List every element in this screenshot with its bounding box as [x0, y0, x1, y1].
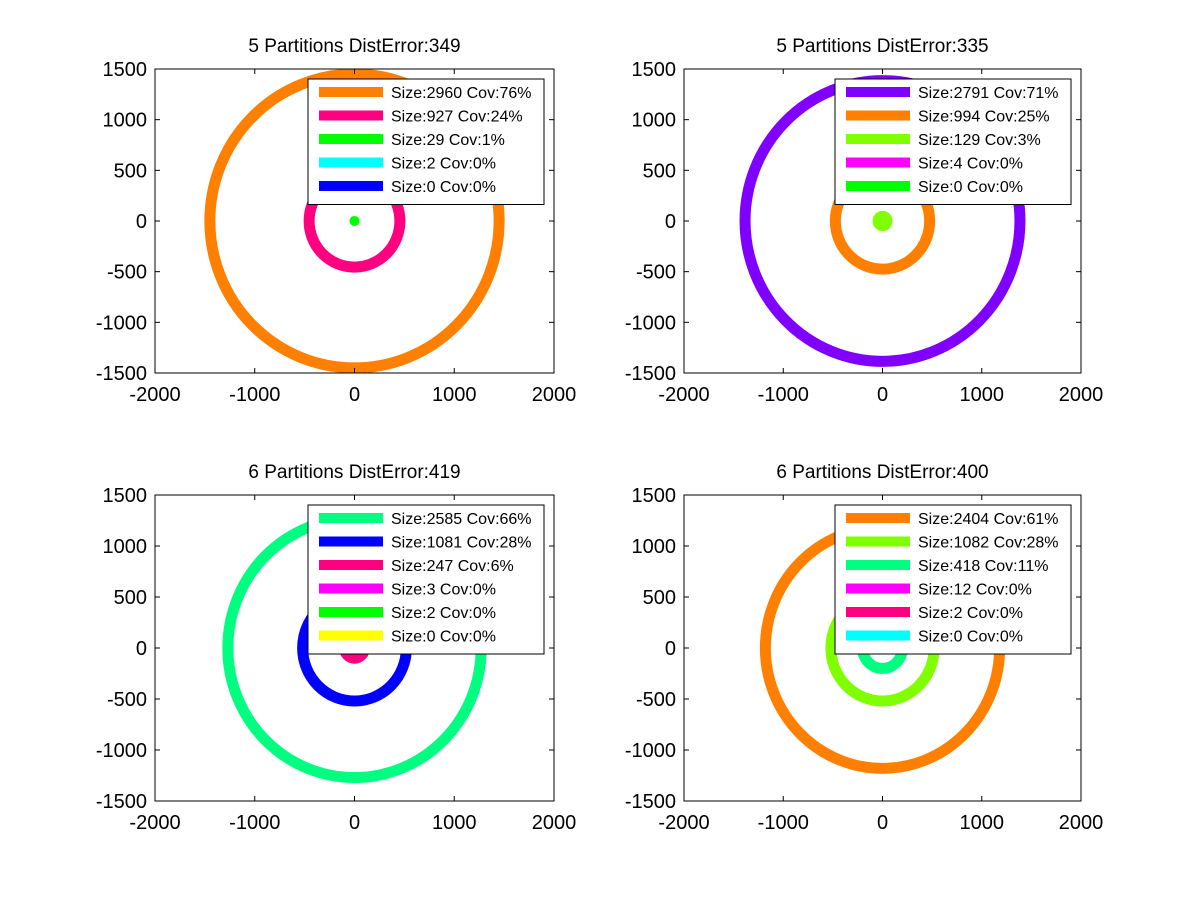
legend-label: Size:418 Cov:11% — [918, 558, 1048, 575]
legend-box — [307, 504, 545, 655]
legend-label: Size:2 Cov:0% — [391, 605, 496, 622]
legend-label: Size:2791 Cov:71% — [918, 85, 1059, 102]
y-tick-label: 0 — [136, 638, 147, 660]
x-tick-label: 2000 — [1059, 384, 1104, 406]
y-tick-label: 1500 — [103, 59, 148, 81]
y-tick-label: 500 — [114, 587, 147, 609]
x-tick-label: 2000 — [1059, 812, 1104, 834]
y-tick-label: -1500 — [625, 791, 676, 813]
x-tick-label: 2000 — [532, 812, 577, 834]
y-tick-label: 1500 — [632, 485, 677, 507]
y-tick-label: 1000 — [632, 110, 677, 132]
x-tick-label: -2000 — [658, 812, 709, 834]
series-ring-1 — [204, 69, 505, 373]
y-tick-label: -500 — [636, 262, 676, 284]
legend-label: Size:2404 Cov:61% — [918, 511, 1059, 528]
x-tick-label: -1000 — [229, 384, 280, 406]
legend-label: Size:29 Cov:1% — [391, 132, 505, 149]
y-tick-label: -500 — [107, 689, 147, 711]
subplot-3: -2000 -1000 0 1000 2000 -1500 -1000 -500 0 500 100… — [96, 462, 576, 834]
legend-label: Size:0 Cov:0% — [391, 179, 496, 196]
legend-label: Size:1081 Cov:28% — [391, 535, 532, 552]
x-tick-label: 1000 — [960, 384, 1005, 406]
chart-title: 6 Partitions DistError:419 — [248, 462, 460, 483]
subplot-4: -2000 -1000 0 1000 2000 -1500 -1000 -500 0 500 100… — [625, 462, 1103, 834]
x-tick-label: 0 — [349, 812, 360, 834]
x-tick-label: -2000 — [658, 384, 709, 406]
y-tick-label: -1000 — [625, 312, 676, 334]
y-tick-label: -500 — [107, 262, 147, 284]
x-tick-label: 1000 — [432, 812, 477, 834]
y-tick-label: -500 — [636, 689, 676, 711]
x-tick-label: -1000 — [758, 384, 809, 406]
y-tick-label: 1000 — [103, 110, 148, 132]
y-tick-label: 1500 — [103, 485, 148, 507]
legend: Size:2585 Cov:66% Size:1081 Cov:28% Size:2… — [307, 504, 545, 655]
legend-label: Size:0 Cov:0% — [918, 179, 1023, 196]
y-tick-label: 0 — [136, 211, 147, 233]
chart-title: 5 Partitions DistError:335 — [776, 36, 988, 57]
x-tick-label: 1000 — [432, 384, 477, 406]
y-tick-label: -1500 — [96, 791, 147, 813]
x-tick-label: 0 — [877, 812, 888, 834]
x-tick-label: 0 — [877, 384, 888, 406]
series-blob-3 — [349, 215, 360, 227]
y-tick-label: 0 — [665, 211, 676, 233]
x-tick-label: 0 — [349, 384, 360, 406]
chart-title: 6 Partitions DistError:400 — [776, 462, 988, 483]
subplot-1: -2000 -1000 0 1000 2000 -1500 -1000 -500 0 500 100… — [96, 36, 576, 406]
y-tick-label: -1500 — [96, 363, 147, 385]
x-tick-label: -2000 — [129, 384, 180, 406]
legend: Size:2960 Cov:76% Size:927 Cov:24% Size:29… — [307, 78, 545, 205]
legend-label: Size:2 Cov:0% — [918, 605, 1023, 622]
subplot-2: -2000 -1000 0 1000 2000 -1500 -1000 -500 0 500 100… — [625, 36, 1103, 406]
legend-label: Size:994 Cov:25% — [918, 109, 1050, 126]
y-tick-label: -1500 — [625, 363, 676, 385]
legend-label: Size:927 Cov:24% — [391, 109, 523, 126]
x-tick-label: -2000 — [129, 812, 180, 834]
x-tick-label: -1000 — [229, 812, 280, 834]
y-tick-label: -1000 — [96, 312, 147, 334]
y-tick-label: 1500 — [632, 59, 677, 81]
legend-label: Size:2 Cov:0% — [391, 156, 496, 173]
legend-box — [834, 504, 1072, 655]
legend-label: Size:2960 Cov:76% — [391, 85, 532, 102]
x-tick-label: 1000 — [960, 812, 1005, 834]
legend-label: Size:4 Cov:0% — [918, 156, 1023, 173]
y-tick-label: 500 — [643, 160, 676, 182]
y-tick-label: 0 — [665, 638, 676, 660]
legend-label: Size:129 Cov:3% — [918, 132, 1041, 149]
legend: Size:2791 Cov:71% Size:994 Cov:25% Size:12… — [834, 78, 1072, 205]
legend-label: Size:247 Cov:6% — [391, 558, 514, 575]
y-tick-label: 1000 — [632, 536, 677, 558]
x-tick-label: -1000 — [758, 812, 809, 834]
legend-label: Size:12 Cov:0% — [918, 582, 1032, 599]
legend-label: Size:1082 Cov:28% — [918, 535, 1059, 552]
y-tick-label: -1000 — [96, 740, 147, 762]
y-tick-label: 500 — [643, 587, 676, 609]
y-tick-label: -1000 — [625, 740, 676, 762]
legend: Size:2404 Cov:61% Size:1082 Cov:28% Size:4… — [834, 504, 1072, 655]
legend-label: Size:3 Cov:0% — [391, 582, 496, 599]
chart-title: 5 Partitions DistError:349 — [248, 36, 460, 57]
y-tick-label: 500 — [114, 160, 147, 182]
legend-label: Size:2585 Cov:66% — [391, 511, 532, 528]
legend-label: Size:0 Cov:0% — [918, 629, 1023, 646]
legend-label: Size:0 Cov:0% — [391, 629, 496, 646]
series-blob-3 — [872, 210, 893, 232]
x-tick-label: 2000 — [532, 384, 577, 406]
y-tick-label: 1000 — [103, 536, 148, 558]
